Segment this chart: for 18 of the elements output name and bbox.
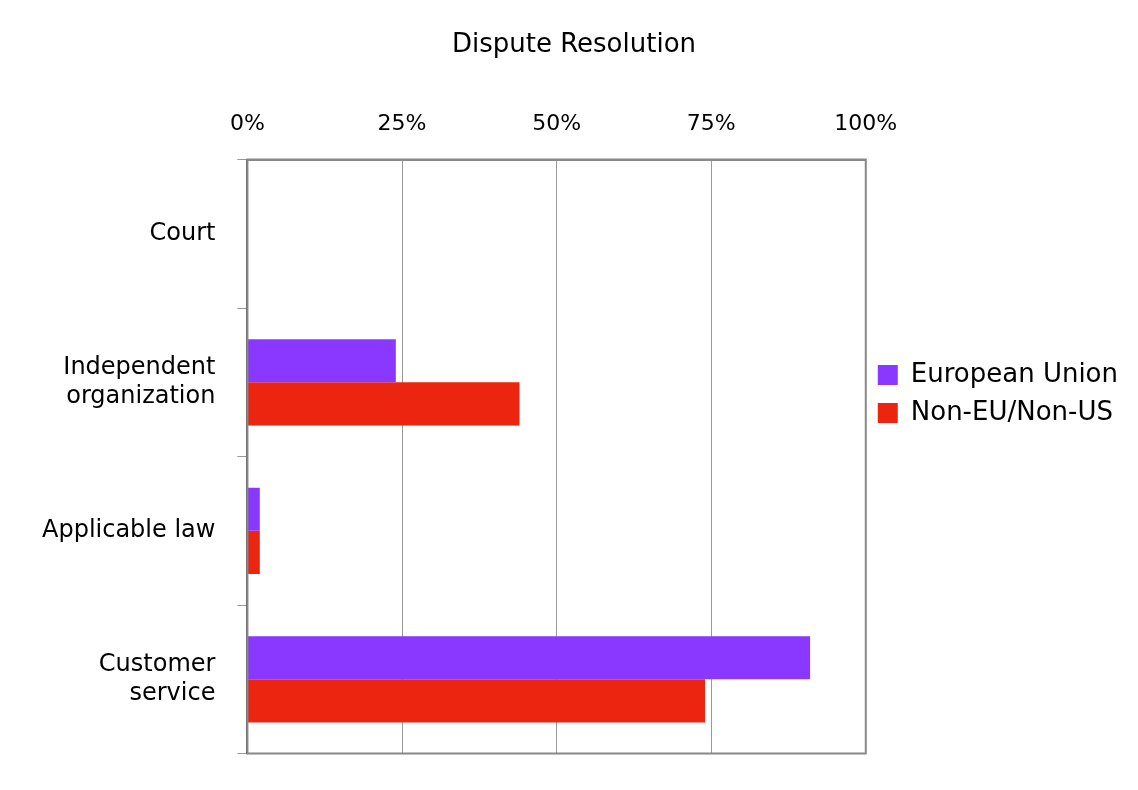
bar (247, 679, 705, 723)
bar (247, 530, 260, 574)
y-tick-label: Customer service (98, 649, 216, 706)
chart-title: Dispute Resolution (451, 28, 697, 59)
legend-label: European Union (910, 357, 1119, 388)
y-tick-label: Court (149, 218, 216, 247)
x-tick-label: 0% (229, 110, 265, 136)
y-tick-label: Applicable law (41, 515, 216, 544)
bar (247, 339, 396, 383)
x-tick-label: 25% (377, 110, 427, 136)
x-tick-label: 50% (532, 110, 582, 136)
bar (247, 487, 260, 531)
y-tick-label: Independent organization (63, 352, 216, 409)
bar (247, 382, 520, 426)
bar (247, 636, 811, 680)
legend-label: Non-EU/Non-US (910, 395, 1113, 426)
x-tick-label: 100% (834, 110, 898, 136)
x-tick-label: 75% (686, 110, 736, 136)
